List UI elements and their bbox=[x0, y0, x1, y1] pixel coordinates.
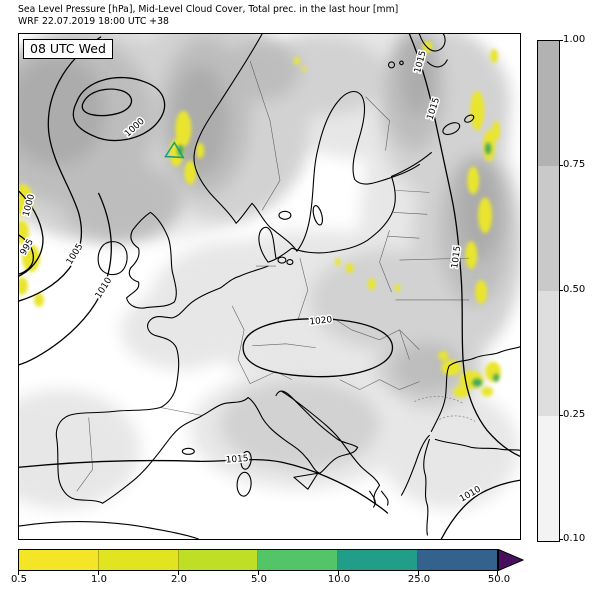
precip-layer-heavy bbox=[177, 142, 500, 387]
precip-colorbar-tick-label: 2.0 bbox=[171, 574, 187, 585]
cloud-colorbar-segment bbox=[538, 291, 559, 416]
precip-colorbar-segment bbox=[258, 550, 339, 570]
figure-title: Sea Level Pressure [hPa], Mid-Level Clou… bbox=[18, 4, 399, 15]
precip-colorbar-tick-label: 1.0 bbox=[91, 574, 107, 585]
cloud-cover-colorbar bbox=[537, 40, 560, 542]
precip-colorbar-segment bbox=[98, 550, 179, 570]
cloud-colorbar-tick bbox=[559, 40, 563, 41]
precip-colorbar-tick bbox=[497, 571, 498, 575]
precip-colorbar-segment bbox=[19, 550, 99, 570]
pressure-contours bbox=[19, 34, 520, 539]
map-canvas: 08 UTC Wed bbox=[18, 33, 521, 540]
cloud-colorbar-tick-label: 0.50 bbox=[563, 284, 586, 295]
figure-subtitle: WRF 22.07.2019 18:00 UTC +38 bbox=[18, 16, 169, 27]
contour-label: 1005 bbox=[65, 242, 86, 267]
precip-colorbar-tick bbox=[18, 571, 19, 575]
cloud-colorbar-tick-label: 1.00 bbox=[563, 34, 586, 45]
precip-colorbar-tick-label: 50.0 bbox=[487, 574, 511, 585]
cloud-colorbar-tick bbox=[559, 290, 563, 291]
precip-colorbar-overflow-arrow bbox=[498, 549, 524, 571]
precip-colorbar-segment bbox=[178, 550, 259, 570]
triangle-marker bbox=[164, 141, 185, 159]
cloud-colorbar-segment bbox=[538, 166, 559, 291]
dashed-contours bbox=[414, 396, 476, 422]
precip-colorbar-tick-label: 25.0 bbox=[407, 574, 431, 585]
contour-label: 1015 bbox=[450, 245, 463, 269]
cloud-colorbar-tick-label: 0.75 bbox=[563, 159, 586, 170]
precip-colorbar-segment bbox=[338, 550, 419, 570]
precip-colorbar-tick-label: 0.5 bbox=[11, 574, 27, 585]
contour-label: 1015 bbox=[225, 454, 248, 466]
precip-colorbar-tick bbox=[178, 571, 179, 575]
cloud-colorbar-tick-label: 0.10 bbox=[563, 533, 586, 544]
precip-colorbar-tick bbox=[338, 571, 339, 575]
precip-colorbar-tick bbox=[258, 571, 259, 575]
contour-label: 1020 bbox=[309, 315, 333, 327]
map-svg: 1000 1000 995 1005 1010 1015 1015 1015 1… bbox=[19, 34, 520, 539]
precip-colorbar bbox=[18, 549, 498, 571]
cloud-colorbar-tick bbox=[559, 415, 563, 416]
precip-colorbar-tick-label: 10.0 bbox=[327, 574, 351, 585]
valid-time-badge: 08 UTC Wed bbox=[23, 39, 113, 59]
cloud-colorbar-tick bbox=[559, 165, 563, 166]
country-borders bbox=[76, 60, 470, 492]
precip-colorbar-tick-label: 5.0 bbox=[251, 574, 267, 585]
cloud-colorbar-segment bbox=[538, 41, 559, 166]
cloud-colorbar-segment bbox=[538, 416, 559, 541]
precip-colorbar-tick bbox=[98, 571, 99, 575]
precip-colorbar-tick bbox=[418, 571, 419, 575]
precip-colorbar-segment bbox=[418, 550, 497, 570]
cloud-colorbar-tick-label: 0.25 bbox=[563, 409, 586, 420]
contour-label: 1010 bbox=[94, 276, 115, 301]
coastlines bbox=[19, 34, 520, 539]
cloud-colorbar-tick bbox=[559, 539, 563, 540]
